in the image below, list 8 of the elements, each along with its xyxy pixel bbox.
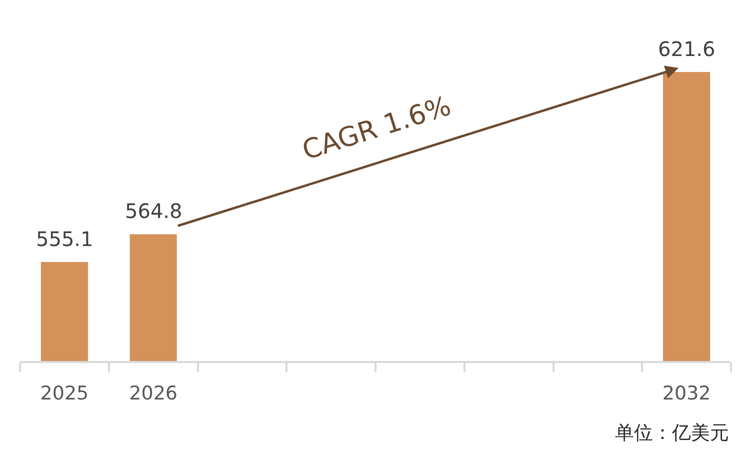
x-tick-label: 2032 — [662, 382, 711, 405]
data-label: 555.1 — [36, 227, 94, 251]
x-tick-label: 2026 — [129, 382, 178, 405]
x-tick-label: 2025 — [40, 382, 89, 405]
data-label: 564.8 — [125, 199, 182, 223]
data-label: 621.6 — [658, 37, 716, 61]
annotation: CAGR 1.6% — [298, 90, 455, 167]
annotation: 单位：亿美元 — [615, 422, 729, 444]
